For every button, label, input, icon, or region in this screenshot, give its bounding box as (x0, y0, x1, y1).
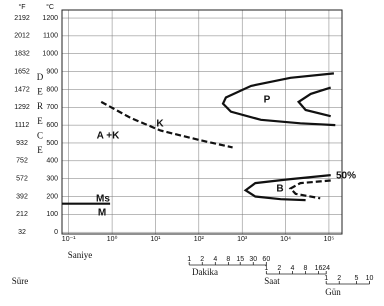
y2-tick-label: 932 (16, 140, 28, 147)
y-axis-unit: °C (46, 3, 54, 11)
x-tick-label: 10⁴ (280, 236, 291, 243)
time-tick-label: 2 (277, 265, 281, 272)
time-tick-label: 2 (200, 256, 204, 263)
curve-annotation: 50% (336, 171, 356, 182)
time-tick-label: 8 (304, 265, 308, 272)
y2-tick-label: 1112 (15, 122, 30, 129)
transformation-curve (296, 86, 332, 118)
y2-tick-label: 1652 (14, 68, 30, 75)
transformation-curve (221, 72, 336, 127)
curve-annotation: K (156, 119, 164, 130)
curve-annotation: Ms (96, 194, 110, 205)
y2-tick-label: 2012 (14, 33, 30, 40)
time-tick-label: 1 (264, 265, 268, 272)
time-tick-label: 1 (324, 275, 328, 282)
y-tick-label: 900 (46, 68, 58, 75)
y-tick-label: 600 (46, 122, 58, 129)
y-tick-label: 1100 (43, 33, 58, 40)
days-label: Gün (325, 287, 341, 297)
y2-tick-label: 2192 (14, 15, 30, 22)
curve-annotation: P (264, 95, 271, 106)
transformation-curve (243, 174, 331, 202)
y2-axis-unit: °F (18, 3, 25, 11)
y2-tick-label: 212 (16, 211, 28, 218)
y-tick-label: 200 (46, 193, 58, 200)
x-tick-label: 10³ (237, 236, 248, 243)
curve-annotation: B (276, 184, 283, 195)
time-tick-label: 60 (262, 256, 270, 263)
transformation-curve (100, 100, 233, 149)
time-tick-label: 8 (226, 256, 230, 263)
curve-annotation: M (98, 208, 106, 219)
time-tick-label: 2 (337, 275, 341, 282)
y2-tick-label: 1472 (14, 86, 30, 93)
y-tick-label: 1200 (42, 15, 58, 22)
y-tick-label: 0 (54, 229, 58, 236)
y-tick-label: 1000 (42, 51, 58, 58)
transformation-curve (288, 179, 331, 200)
y2-tick-label: 1832 (14, 51, 30, 58)
time-tick-label: 1 (187, 256, 191, 263)
x-axis-label: Süre (12, 276, 29, 286)
time-tick-label: 16 (315, 265, 323, 272)
seconds-label: Saniye (68, 250, 93, 260)
y2-tick-label: 32 (18, 229, 26, 236)
time-tick-label: 4 (290, 265, 294, 272)
y-tick-label: 700 (46, 104, 58, 111)
minutes-label: Dakika (192, 267, 218, 277)
y-tick-label: 300 (46, 176, 58, 183)
y2-tick-label: 392 (16, 193, 28, 200)
y-tick-label: 800 (46, 86, 58, 93)
y2-tick-label: 1292 (14, 104, 30, 111)
y2-tick-label: 752 (16, 158, 28, 165)
time-tick-label: 4 (213, 256, 217, 263)
y-tick-label: 500 (46, 140, 58, 147)
x-tick-label: 10⁻¹ (62, 236, 76, 243)
y-tick-label: 100 (46, 211, 58, 218)
time-tick-label: 30 (249, 256, 257, 263)
time-tick-label: 5 (355, 275, 359, 282)
time-tick-label: 15 (236, 256, 244, 263)
x-tick-label: 10¹ (150, 236, 161, 243)
hours-label: Saat (264, 276, 280, 286)
plot-frame (61, 9, 343, 235)
time-tick-label: 24 (322, 265, 330, 272)
x-tick-label: 10⁵ (324, 236, 335, 243)
x-tick-label: 10⁰ (107, 235, 118, 243)
y-tick-label: 400 (46, 158, 58, 165)
y2-tick-label: 572 (16, 176, 28, 183)
time-tick-label: 10 (366, 275, 374, 282)
x-tick-label: 10² (194, 236, 205, 243)
curve-annotation: A +K (97, 131, 120, 142)
